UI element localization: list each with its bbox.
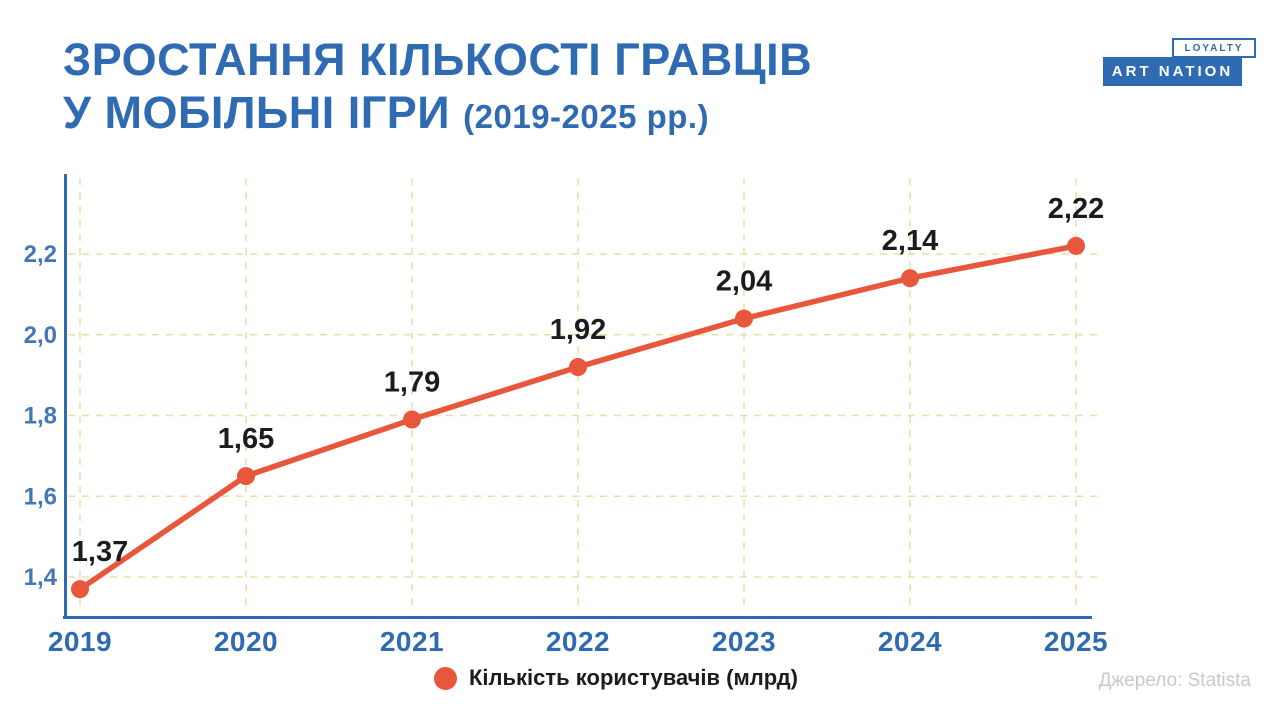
data-point-2021 (403, 410, 421, 429)
data-point-2023 (735, 309, 753, 328)
chart-legend: Кількість користувачів (млрд) (434, 665, 798, 691)
y-tick-label: 1,6 (24, 483, 57, 510)
x-tick-label-2025: 2025 (1044, 626, 1108, 657)
point-label-2025: 2,22 (1048, 193, 1104, 225)
page-title-line1: ЗРОСТАННЯ КІЛЬКОСТІ ГРАВЦІВ (63, 34, 813, 85)
source-credit: Джерело: Statista (1098, 670, 1251, 691)
point-label-2022: 1,92 (550, 314, 606, 346)
page-title-period: (2019-2025 рр.) (463, 98, 710, 135)
point-label-2023: 2,04 (716, 266, 772, 298)
legend-label: Кількість користувачів (млрд) (469, 665, 798, 690)
logo-art-nation: ART NATION (1103, 57, 1242, 86)
x-tick-label-2024: 2024 (878, 626, 942, 657)
x-tick-label-2021: 2021 (380, 626, 444, 657)
data-point-2025 (1067, 236, 1085, 255)
data-point-2024 (901, 269, 919, 288)
x-tick-label-2023: 2023 (712, 626, 776, 657)
point-label-2019: 1,37 (72, 536, 128, 568)
y-tick-label: 2,0 (24, 322, 57, 349)
legend-dot-icon (434, 666, 457, 690)
point-label-2021: 1,79 (384, 367, 440, 399)
page-title-line2: У МОБІЛЬНІ ІГРИ (2019-2025 рр.) (63, 87, 710, 138)
page-title: ЗРОСТАННЯ КІЛЬКОСТІ ГРАВЦІВ У МОБІЛЬНІ І… (63, 33, 812, 143)
data-point-2022 (569, 358, 587, 377)
y-tick-label: 1,4 (24, 564, 58, 591)
data-point-2020 (237, 467, 255, 486)
x-tick-label-2020: 2020 (214, 626, 278, 657)
point-label-2020: 1,65 (218, 423, 274, 455)
x-tick-label-2019: 2019 (48, 626, 112, 657)
y-tick-label: 1,8 (24, 403, 57, 430)
data-point-2019 (71, 580, 89, 599)
y-tick-label: 2,2 (24, 241, 57, 268)
point-label-2024: 2,14 (882, 225, 938, 257)
x-tick-label-2022: 2022 (546, 626, 610, 657)
